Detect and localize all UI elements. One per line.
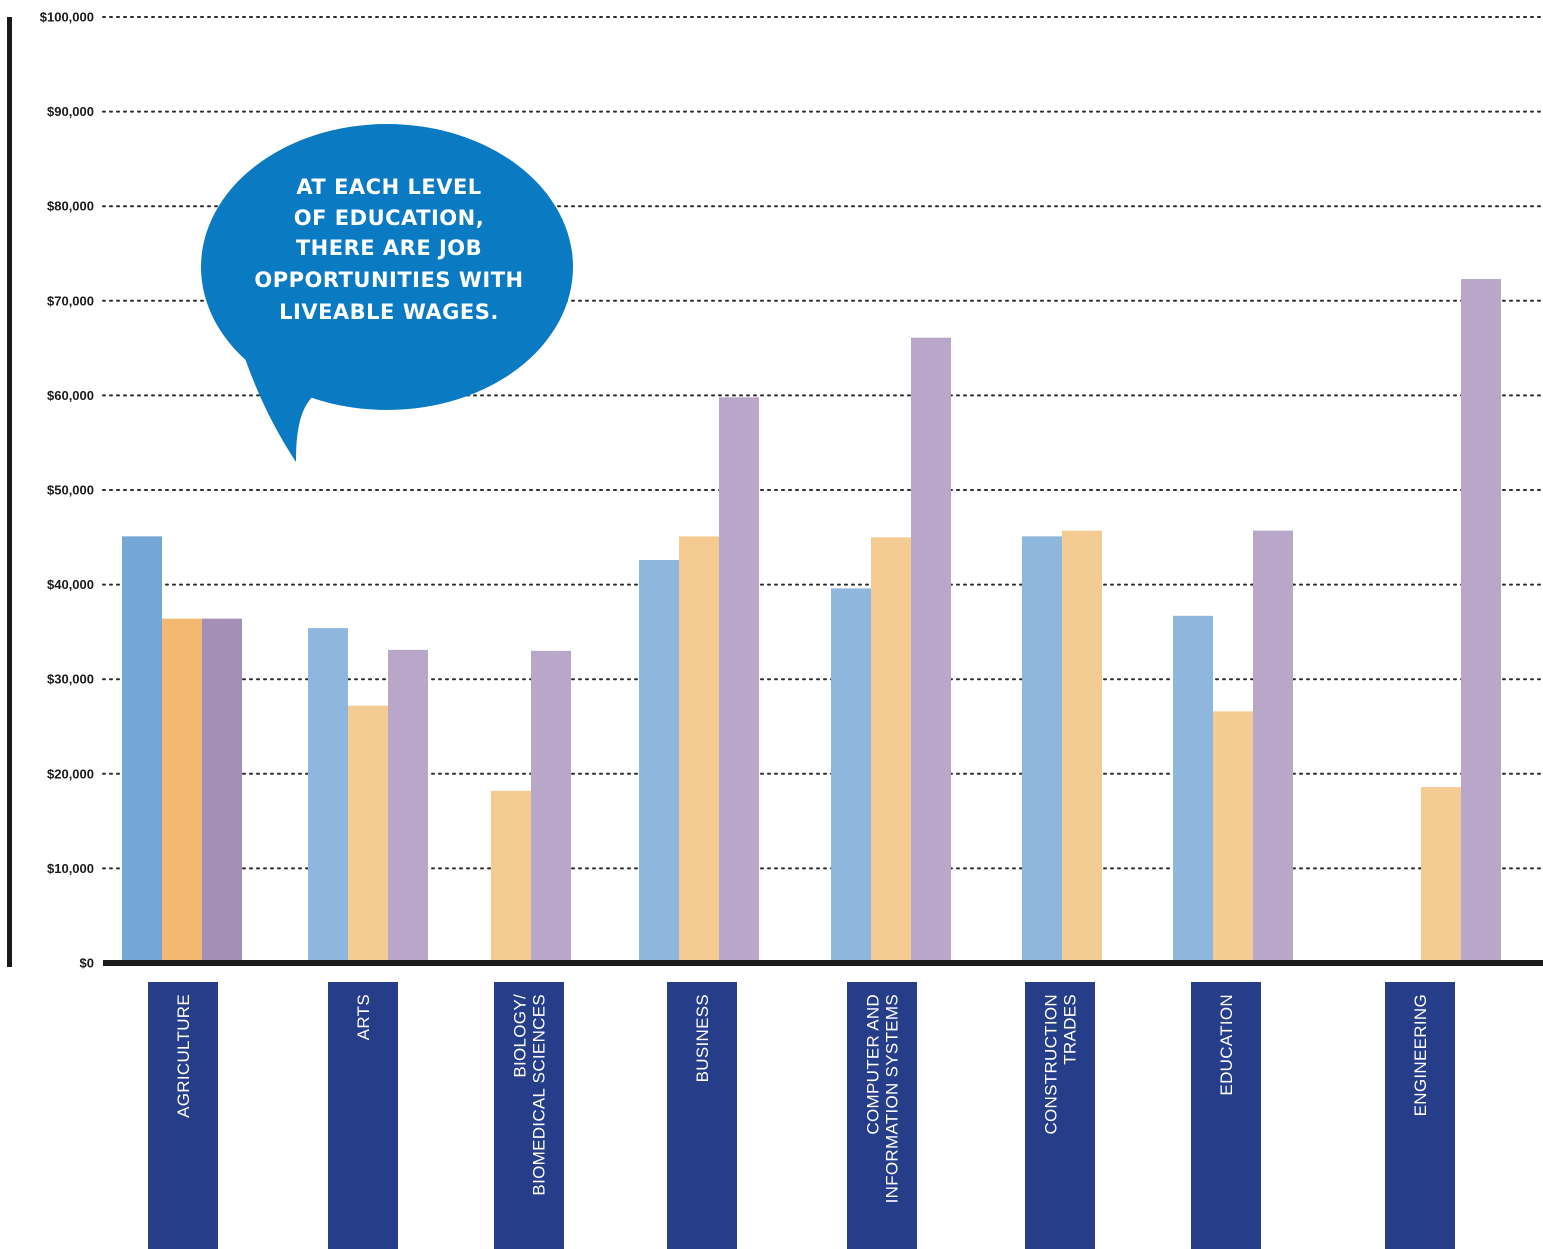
category-label-box bbox=[847, 982, 917, 1249]
y-tick-label: $20,000 bbox=[47, 766, 94, 781]
bar bbox=[1421, 787, 1461, 963]
category-label-text: BIOLOGY/ bbox=[511, 994, 530, 1078]
category-label-box bbox=[148, 982, 218, 1249]
annotation-text-line: OPPORTUNITIES WITH bbox=[254, 268, 523, 292]
annotation-text-line: OF EDUCATION, bbox=[294, 206, 484, 230]
y-tick-label: $30,000 bbox=[47, 672, 94, 687]
category-label: BIOLOGY/BIOMEDICAL SCIENCES bbox=[494, 982, 564, 1249]
bar bbox=[1173, 615, 1213, 963]
bar bbox=[871, 537, 911, 963]
category-labels: AGRICULTURE ARTS BIOLOGY/BIOMEDICAL SCIENC… bbox=[148, 982, 1455, 1249]
bar bbox=[348, 705, 388, 963]
category-label-box bbox=[1025, 982, 1095, 1249]
bars bbox=[122, 279, 1501, 964]
y-tick-label: $0 bbox=[80, 956, 94, 971]
bar bbox=[1062, 530, 1102, 963]
bar bbox=[491, 790, 531, 963]
category-label-box bbox=[1191, 982, 1261, 1249]
y-tick-label: $10,000 bbox=[47, 861, 94, 876]
bar bbox=[122, 536, 162, 963]
bar bbox=[308, 628, 348, 963]
bar bbox=[388, 649, 428, 963]
category-label: ARTS bbox=[328, 982, 398, 1249]
y-tick-label: $50,000 bbox=[47, 483, 94, 498]
category-label-box bbox=[494, 982, 564, 1249]
bar bbox=[911, 337, 951, 964]
bar bbox=[202, 618, 242, 963]
bar bbox=[719, 397, 759, 963]
category-label: EDUCATION bbox=[1191, 982, 1261, 1249]
y-tick-label: $40,000 bbox=[47, 577, 94, 592]
bar bbox=[1213, 711, 1253, 963]
category-label-text: COMPUTER AND bbox=[864, 994, 883, 1135]
annotation-bubble: AT EACH LEVEL OF EDUCATION, THERE ARE JOB O… bbox=[201, 124, 573, 462]
y-axis-tick-labels: $0 $10,000 $20,000 $30,000 $40,000 $50,000 $60… bbox=[40, 10, 94, 971]
category-label: CONSTRUCTION TRADES bbox=[1025, 982, 1095, 1249]
y-tick-label: $80,000 bbox=[47, 199, 94, 214]
y-tick-label: $60,000 bbox=[47, 388, 94, 403]
bar bbox=[531, 650, 571, 963]
category-label-text: AGRICULTURE bbox=[174, 994, 193, 1118]
category-label: COMPUTER AND INFORMATION SYSTEMS bbox=[847, 982, 917, 1249]
annotation-text-line: AT EACH LEVEL bbox=[296, 175, 481, 199]
x-axis-line bbox=[103, 960, 1543, 966]
category-label-text: INFORMATION SYSTEMS bbox=[883, 994, 902, 1203]
y-axis-line bbox=[7, 17, 12, 967]
y-tick-label: $90,000 bbox=[47, 104, 94, 119]
annotation-text-line: THERE ARE JOB bbox=[296, 236, 482, 260]
bar bbox=[679, 536, 719, 963]
category-label-box bbox=[667, 982, 737, 1249]
category-label: AGRICULTURE bbox=[148, 982, 218, 1249]
category-label-text: ARTS bbox=[354, 994, 373, 1040]
category-label-text: BIOMEDICAL SCIENCES bbox=[530, 994, 549, 1196]
bar bbox=[639, 560, 679, 963]
axes bbox=[7, 17, 1543, 967]
y-tick-label: $70,000 bbox=[47, 293, 94, 308]
category-label: BUSINESS bbox=[667, 982, 737, 1249]
category-label-box bbox=[1385, 982, 1455, 1249]
bar bbox=[1461, 279, 1501, 963]
bar bbox=[1253, 530, 1293, 963]
bar bbox=[162, 618, 202, 963]
annotation-text-line: LIVEABLE WAGES. bbox=[279, 300, 499, 324]
category-label-text: CONSTRUCTION bbox=[1042, 994, 1061, 1135]
y-tick-label: $100,000 bbox=[40, 10, 94, 25]
category-label-box bbox=[328, 982, 398, 1249]
bar bbox=[831, 588, 871, 963]
category-label-text: ENGINEERING bbox=[1411, 994, 1430, 1116]
category-label-text: BUSINESS bbox=[693, 994, 712, 1082]
bar bbox=[1022, 536, 1062, 963]
annotation-bubble-body bbox=[201, 124, 573, 410]
category-label-text: TRADES bbox=[1061, 994, 1080, 1065]
category-label: ENGINEERING bbox=[1385, 982, 1455, 1249]
category-label-text: EDUCATION bbox=[1217, 994, 1236, 1096]
